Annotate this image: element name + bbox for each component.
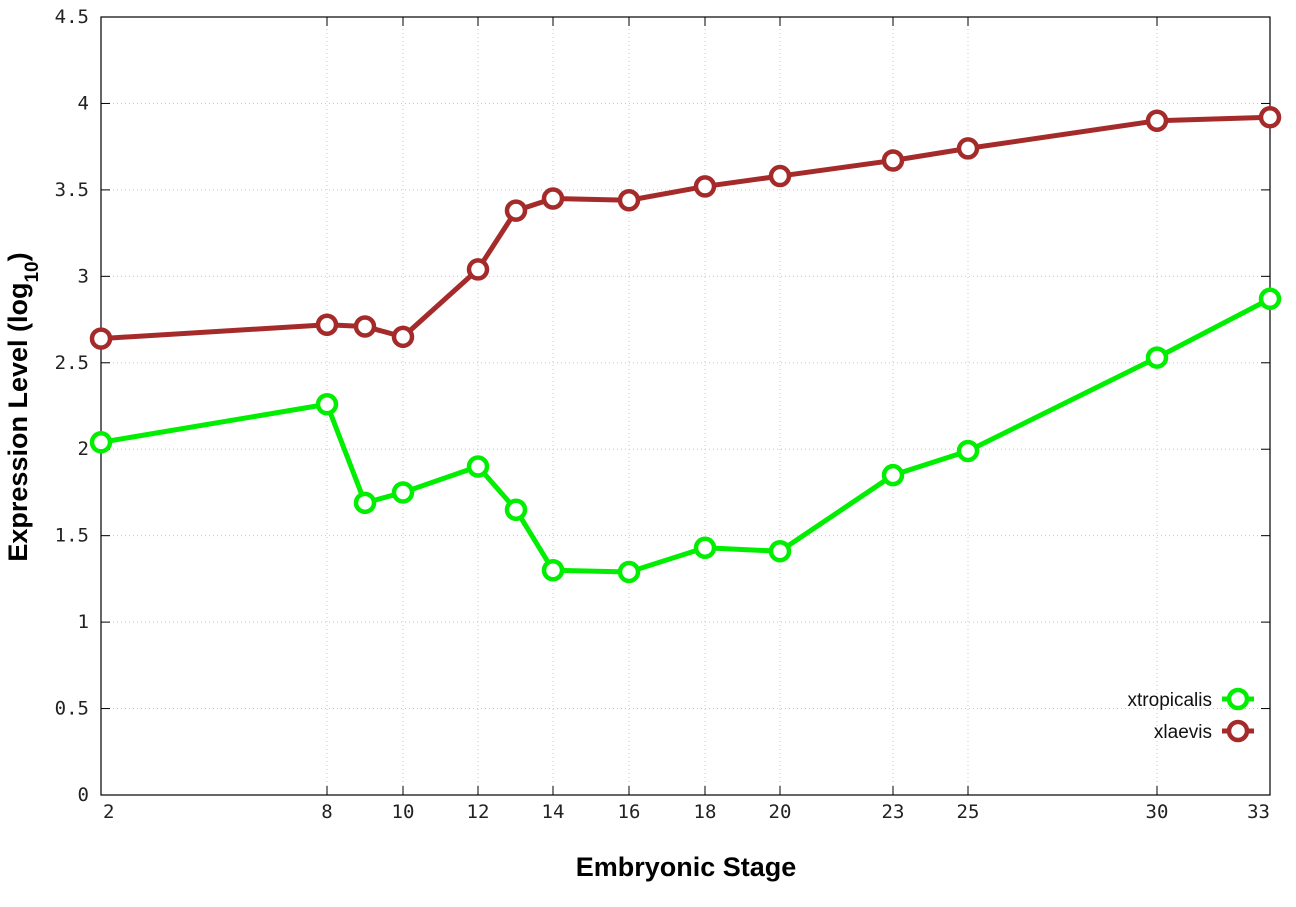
series-line: [100, 114, 1271, 342]
data-point: [466, 258, 490, 281]
data-point: [1258, 106, 1282, 129]
legend: xtropicalis xlaevis: [1128, 687, 1254, 743]
axes: 0 0.5 1 1.5 2 2.5 3 3.5 4 4.5 2 8 10 12 14 16 18 20 23 25 30…: [55, 6, 1271, 823]
data-point: [881, 463, 905, 487]
legend-label: xtropicalis: [1128, 690, 1212, 711]
data-point: [315, 313, 339, 336]
y-axis-title-close: ): [3, 252, 33, 261]
x-tick-label: 8: [321, 801, 332, 823]
x-tick-label: 10: [392, 801, 415, 823]
x-tick-label: 14: [542, 801, 565, 823]
data-point: [466, 455, 490, 478]
x-tick-label: 20: [769, 801, 792, 823]
y-tick-label: 3: [78, 265, 89, 287]
y-axis-title-subscript: 10: [22, 261, 43, 282]
data-point: [693, 175, 717, 198]
x-tick-label: 33: [1247, 801, 1270, 823]
y-tick-label: 1.5: [55, 525, 89, 547]
data-point: [391, 481, 415, 504]
x-tick-label: 12: [467, 801, 490, 823]
y-axis-title-main: Expression Level (log: [3, 283, 33, 562]
data-point: [541, 558, 565, 582]
y-tick-label: 0: [78, 784, 89, 806]
series-group: [89, 106, 1282, 584]
data-point: [89, 431, 113, 454]
y-tick-label: 1: [78, 611, 89, 633]
data-point: [956, 137, 980, 160]
legend-item-xlaevis: xlaevis: [1154, 719, 1254, 743]
series-xtropicalis: [89, 287, 1282, 584]
data-point: [353, 491, 377, 515]
y-tick-label: 3.5: [55, 179, 89, 201]
y-tick-label: 4.5: [55, 6, 89, 28]
grid: [101, 17, 1270, 795]
x-tick-label: 25: [957, 801, 980, 823]
legend-item-xtropicalis: xtropicalis: [1128, 687, 1254, 711]
data-point: [504, 498, 528, 521]
data-point: [391, 325, 415, 349]
data-point: [89, 327, 113, 350]
data-point: [1145, 346, 1169, 369]
series-xlaevis: [89, 106, 1282, 350]
data-point: [693, 536, 717, 560]
x-tick-label: 23: [882, 801, 905, 823]
data-point: [541, 187, 565, 210]
y-tick-label: 2.5: [55, 352, 89, 374]
y-axis-title: Expression Level (log10): [3, 252, 43, 561]
data-point: [504, 199, 528, 222]
data-point: [315, 393, 339, 416]
x-tick-label: 2: [103, 801, 114, 823]
x-tick-label: 16: [618, 801, 641, 823]
data-point: [956, 439, 980, 463]
y-tick-label: 2: [78, 438, 89, 460]
x-tick-label: 18: [694, 801, 717, 823]
y-tick-label: 0.5: [55, 698, 89, 720]
data-point: [353, 315, 377, 338]
legend-marker: [1226, 687, 1250, 711]
data-point: [1145, 109, 1169, 132]
series-line: [100, 296, 1272, 575]
plot-frame: [100, 16, 1271, 796]
data-point: [768, 164, 792, 188]
data-point: [881, 149, 905, 172]
x-tick-label: 30: [1146, 801, 1169, 823]
legend-label: xlaevis: [1154, 722, 1212, 743]
legend-marker: [1226, 719, 1250, 743]
data-point: [1258, 287, 1282, 311]
x-axis-title: Embryonic Stage: [576, 852, 797, 882]
data-point: [768, 539, 792, 563]
data-point: [617, 560, 641, 584]
data-point: [617, 189, 641, 212]
y-tick-label: 4: [78, 92, 89, 114]
